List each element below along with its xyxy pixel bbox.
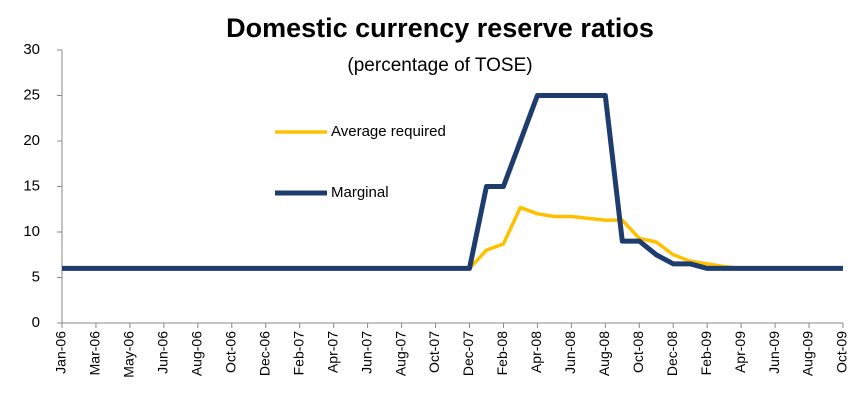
x-tick-label: Feb-07 <box>290 331 306 376</box>
x-tick-label: Apr-09 <box>732 331 748 373</box>
series-line <box>62 93 843 271</box>
x-tick-label: May-06 <box>121 331 137 378</box>
x-tick-label: Jun-06 <box>155 331 171 374</box>
legend-label: Marginal <box>331 184 389 201</box>
y-tick-label: 15 <box>23 177 40 194</box>
x-tick-label: Apr-08 <box>528 331 544 373</box>
x-tick-label: Jan-06 <box>53 331 69 374</box>
x-tick-label: Oct-06 <box>222 331 238 373</box>
chart-subtitle: (percentage of TOSE) <box>347 55 532 76</box>
y-tick-label: 20 <box>23 132 40 149</box>
x-tick-label: Jun-08 <box>562 331 578 374</box>
x-tick-label: Jun-07 <box>358 331 374 374</box>
x-tick-label: Aug-07 <box>392 331 408 376</box>
x-tick-label: Feb-09 <box>698 331 714 376</box>
x-tick-label: Oct-08 <box>630 331 646 373</box>
x-tick-label: Aug-08 <box>596 331 612 376</box>
x-tick-label: Aug-06 <box>189 331 205 376</box>
legend-label: Average required <box>331 123 446 140</box>
x-tick-label: Oct-07 <box>426 331 442 373</box>
x-tick-label: Dec-07 <box>460 331 476 376</box>
x-tick-label: Oct-09 <box>834 331 850 373</box>
x-tick-label: Apr-07 <box>324 331 340 373</box>
x-tick-label: Aug-09 <box>800 331 816 376</box>
y-tick-label: 30 <box>23 41 40 58</box>
x-tick-label: Dec-08 <box>664 331 680 376</box>
y-tick-label: 10 <box>23 223 40 240</box>
x-tick-label: Feb-08 <box>494 331 510 376</box>
x-tick-label: Jun-09 <box>766 331 782 374</box>
y-tick-label: 5 <box>32 268 40 285</box>
chart-title: Domestic currency reserve ratios <box>226 13 654 43</box>
y-tick-label: 0 <box>32 314 40 331</box>
series-line <box>62 205 843 271</box>
x-tick-label: Dec-06 <box>256 331 272 376</box>
y-tick-label: 25 <box>23 86 40 103</box>
x-tick-label: Mar-06 <box>87 331 103 376</box>
